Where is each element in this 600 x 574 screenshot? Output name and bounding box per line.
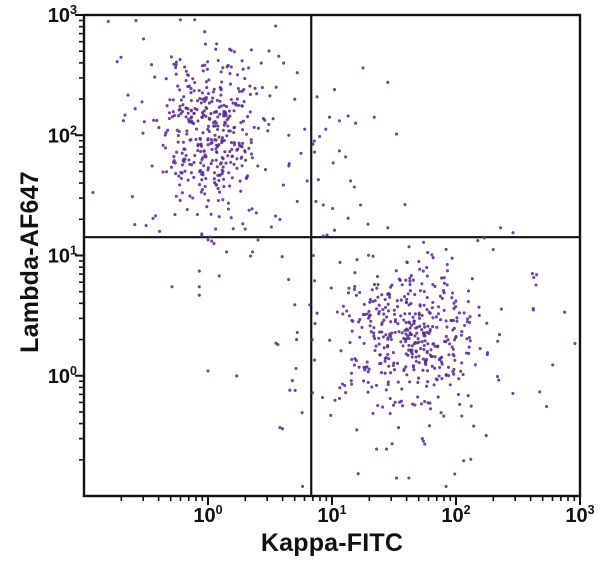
x-tick-label-10e1: 101 [317, 503, 346, 527]
x-axis-ticks [120, 496, 581, 505]
scatter-points [91, 18, 577, 488]
x-axis-tick-labels: 100 101 102 103 [193, 503, 594, 527]
x-axis-title: Kappa-FITC [261, 529, 403, 557]
y-axis-title: Lambda-AF647 [16, 171, 44, 353]
y-axis-tick-labels: 100 101 102 103 [48, 3, 77, 388]
x-tick-label-10e2: 102 [441, 503, 470, 527]
y-tick-label-10e3: 103 [48, 3, 77, 27]
y-tick-label-10e2: 102 [48, 123, 77, 147]
plot-border [82, 13, 582, 498]
y-tick-label-10e0: 100 [48, 364, 77, 388]
y-tick-label-10e1: 101 [48, 244, 77, 268]
x-tick-label-10e3: 103 [565, 503, 594, 527]
x-tick-label-10e0: 100 [193, 503, 222, 527]
y-axis-ticks [75, 14, 84, 461]
